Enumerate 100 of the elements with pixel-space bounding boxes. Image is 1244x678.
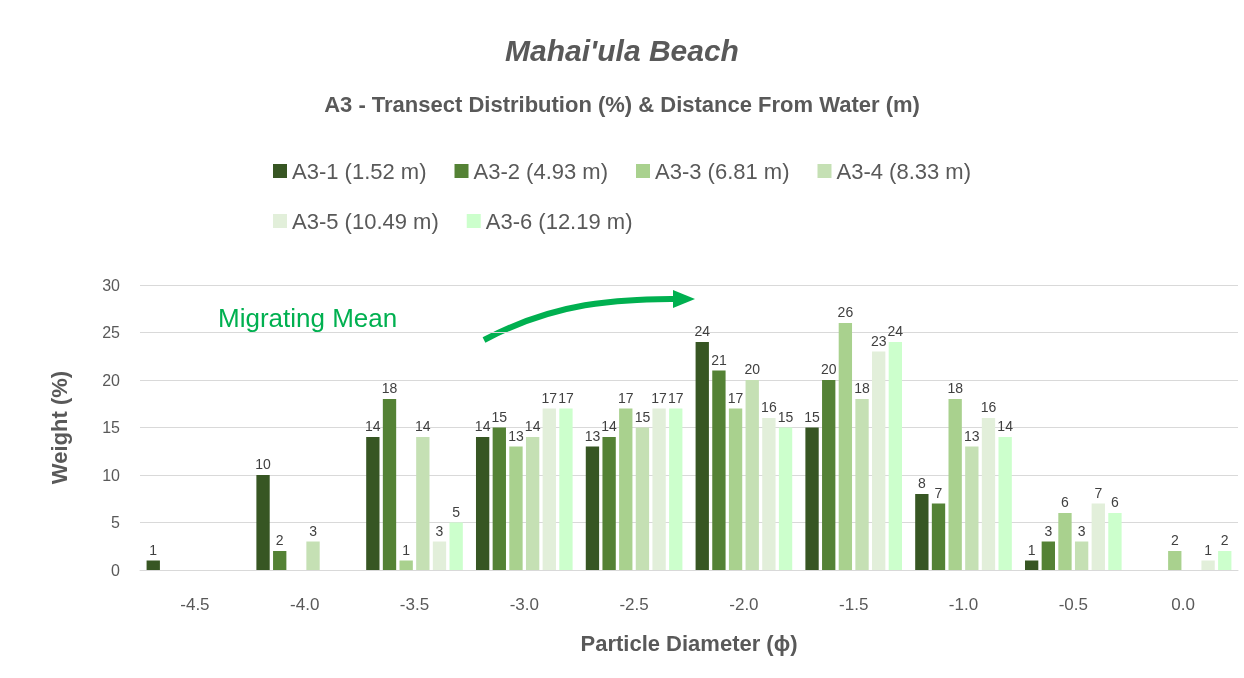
data-label: 18 [381,380,398,396]
y-tick-label: 30 [102,276,121,294]
data-label: 8 [917,475,926,491]
x-tick-label: -3.0 [509,595,539,614]
x-tick-label: -4.5 [180,595,210,614]
data-label: 14 [365,418,381,434]
bar [366,437,380,570]
data-label: 14 [474,418,491,434]
bar [998,437,1012,570]
data-label: 16 [980,399,997,415]
bar [1168,551,1182,570]
bar [728,408,743,570]
data-label: 3 [1077,522,1086,539]
data-label: 15 [634,408,651,425]
y-tick-label: 10 [102,466,121,484]
bar [382,399,397,570]
bar [475,437,490,570]
data-label: 18 [947,380,964,396]
data-label: 13 [964,427,980,444]
data-label: 14 [415,418,431,434]
data-label: 14 [601,418,618,434]
bar [585,446,600,570]
data-label: 24 [694,323,711,339]
bar [669,408,683,570]
data-label: 17 [667,389,684,406]
bar [762,418,776,570]
x-axis-title: Particle Diameter (ϕ) [580,630,798,656]
bar [981,418,996,570]
bar [712,370,726,570]
bar [778,427,793,570]
legend-label: A3-3 (6.81 m) [655,158,790,184]
y-tick-label: 15 [102,419,121,436]
data-label: 2 [275,532,284,548]
data-label: 1 [1027,541,1036,558]
bar [602,437,616,570]
data-label: 5 [452,503,461,520]
bar [525,437,540,570]
bar [432,541,447,570]
bar [273,551,287,570]
bar [559,408,573,570]
data-label: 7 [934,484,943,501]
bar [1201,560,1215,570]
bar [146,560,160,570]
bar [888,342,903,570]
bar [805,427,819,570]
data-label: 15 [491,408,508,425]
bar [948,399,962,570]
data-label: 21 [711,351,727,368]
data-label: 20 [820,361,837,377]
bar [635,427,650,570]
data-label: 26 [837,304,854,320]
bar [915,494,929,570]
x-tick-label: -0.5 [1058,595,1088,614]
bar [931,503,946,570]
bar [1058,513,1072,570]
data-label: 10 [255,456,272,472]
x-tick-label: -4.0 [290,595,320,614]
x-tick-label: -3.5 [399,595,430,614]
annotation: Migrating Mean [218,303,398,333]
data-label: 23 [870,332,887,349]
bar [306,541,320,570]
legend-label: A3-1 (1.52 m) [292,158,427,184]
data-label: 14 [524,418,541,434]
data-label: 2 [1170,532,1179,548]
x-tick-label: 0.0 [1171,595,1195,614]
y-tick-label: 5 [111,514,121,531]
bar [256,475,270,570]
data-label: 13 [508,427,524,444]
legend-label: A3-2 (4.93 m) [473,158,609,184]
legend-label: A3-6 (12.19 m) [485,208,633,234]
bar [822,380,836,570]
data-label: 17 [651,389,668,406]
x-tick-label: -1.5 [839,595,869,614]
bar [1091,503,1105,570]
data-label: 24 [887,323,904,339]
chart-subtitle: A3 - Transect Distribution (%) & Distance From Water (m) [324,91,920,117]
bar [1024,560,1039,570]
bar [1074,541,1089,570]
data-label: 3 [309,522,318,539]
data-label: 15 [804,408,821,425]
bar [1108,513,1122,570]
bar [399,560,413,570]
bar [619,408,633,570]
legend-label: A3-4 (8.33 m) [836,158,971,184]
data-label: 7 [1094,484,1103,501]
data-label: 13 [584,427,601,444]
bar [745,380,759,570]
x-tick-label: -2.5 [619,595,649,614]
bar [416,437,430,570]
data-label: 17 [541,389,558,406]
y-tick-label: 20 [102,371,121,389]
x-tick-label: -1.0 [948,595,979,614]
bar [652,408,666,570]
y-axis-title: Weight (%) [46,370,72,485]
data-label: 6 [1061,494,1070,510]
bar [1041,541,1055,570]
bar [838,323,853,570]
data-label: 3 [435,522,444,539]
chart-title: Mahai'ula Beach [505,33,739,67]
data-label: 17 [727,389,744,406]
